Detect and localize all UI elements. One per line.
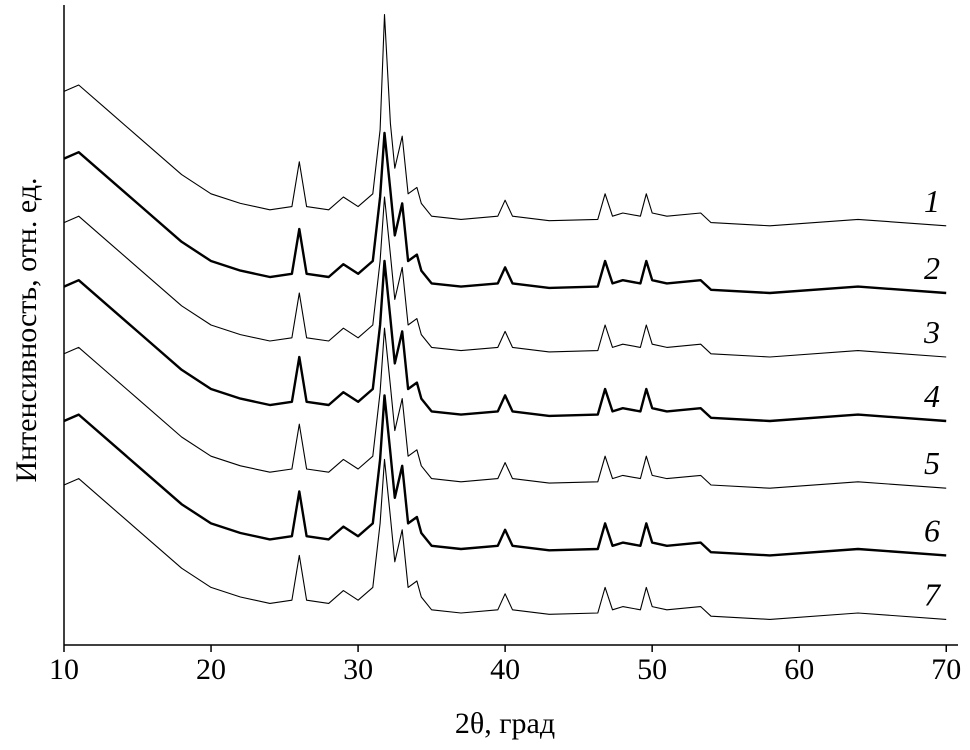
x-tick-label: 20 [196, 653, 226, 686]
x-tick-label: 10 [49, 653, 79, 686]
x-tick-label: 60 [784, 653, 814, 686]
x-tick-label: 70 [931, 653, 961, 686]
legend-label: 3 [923, 314, 940, 350]
x-tick-label: 30 [343, 653, 373, 686]
legend-label: 6 [924, 512, 940, 548]
x-axis-label: 2θ, град [455, 707, 555, 740]
series-line [63, 327, 947, 489]
x-tick-label: 50 [637, 653, 667, 686]
series-line [63, 458, 947, 620]
x-tick-label: 40 [490, 653, 520, 686]
series-line [63, 394, 947, 557]
series-line [63, 196, 947, 358]
series-line [63, 131, 947, 295]
legend-label: 4 [924, 378, 940, 414]
legend-label: 7 [924, 576, 942, 612]
y-axis-label: Интенсивность, отн. ед. [10, 177, 43, 482]
legend-label: 5 [924, 445, 940, 481]
series-line [63, 14, 947, 227]
series-line [63, 259, 947, 423]
legend-label: 1 [924, 183, 940, 219]
legend-label: 2 [924, 250, 940, 286]
